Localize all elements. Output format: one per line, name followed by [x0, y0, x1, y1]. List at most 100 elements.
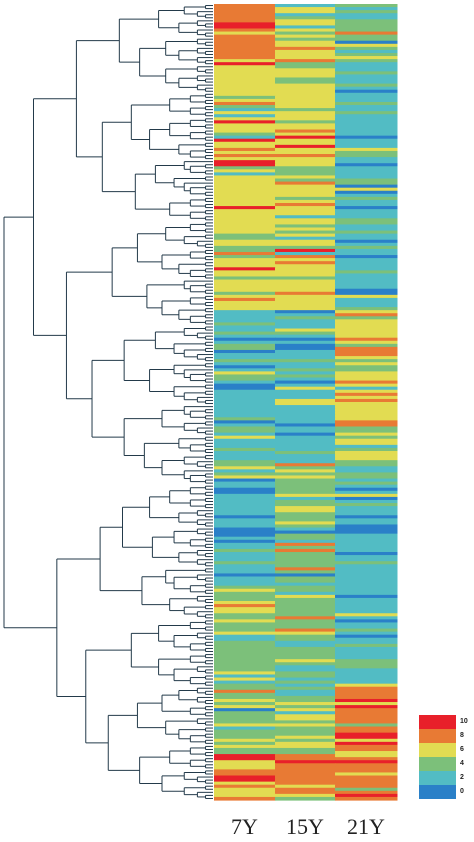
heatmap-cell — [335, 723, 398, 728]
heatmap-cell — [335, 454, 398, 458]
heatmap-cell — [275, 166, 336, 170]
heatmap-cell — [214, 738, 276, 743]
heatmap-cell — [335, 766, 398, 770]
heatmap-cell — [335, 13, 398, 17]
heatmap-cell — [275, 56, 336, 60]
heatmap-cell — [335, 640, 398, 645]
heatmap-cell — [275, 466, 336, 470]
heatmap-cell — [275, 692, 336, 697]
heatmap-cell — [214, 123, 276, 128]
heatmap-cell — [214, 346, 276, 351]
heatmap-cell — [335, 310, 398, 314]
heatmap-cell — [214, 585, 276, 590]
heatmap-cell — [335, 432, 398, 437]
heatmap-cell — [214, 493, 276, 498]
heatmap-cell — [335, 503, 398, 507]
heatmap-cell — [335, 138, 398, 143]
heatmap-cell — [214, 117, 276, 121]
heatmap-cell — [275, 365, 336, 369]
heatmap-cell — [335, 604, 398, 608]
heatmap-cell — [275, 261, 336, 265]
heatmap-cell — [335, 337, 398, 342]
heatmap-cell — [275, 101, 336, 106]
heatmap-cell — [275, 322, 336, 327]
heatmap-cell — [214, 40, 276, 45]
heatmap-cell — [275, 601, 336, 605]
heatmap-cell — [335, 738, 398, 743]
heatmap-cell — [214, 527, 276, 532]
heatmap-cell — [214, 349, 276, 354]
heatmap-cell — [335, 463, 398, 467]
heatmap-cell — [335, 40, 398, 45]
heatmap-cell — [335, 542, 398, 547]
heatmap-cell — [214, 56, 276, 60]
heatmap-cell — [214, 307, 276, 311]
heatmap-cell — [275, 496, 336, 501]
heatmap-cell — [214, 533, 276, 538]
heatmap-cell — [335, 215, 398, 219]
heatmap-cell — [275, 570, 336, 575]
heatmap-cell — [214, 22, 276, 27]
heatmap-cell — [335, 114, 398, 118]
heatmap-cell — [275, 245, 336, 250]
heatmap-cell — [275, 144, 336, 149]
heatmap-cell — [275, 558, 336, 562]
heatmap-cell — [214, 169, 276, 173]
heatmap-cell — [275, 310, 336, 314]
heatmap-cell — [275, 680, 336, 685]
heatmap-cell — [335, 726, 398, 731]
heatmap-cell — [214, 545, 276, 550]
heatmap-cell — [335, 573, 398, 578]
heatmap-cell — [214, 395, 276, 400]
heatmap-cell — [335, 649, 398, 654]
heatmap-cell — [335, 686, 398, 691]
heatmap-cell — [335, 729, 398, 734]
heatmap-cell — [214, 49, 276, 54]
heatmap-cell — [335, 717, 398, 721]
heatmap-cell — [275, 316, 336, 320]
heatmap-cell — [335, 7, 398, 11]
heatmap-cell — [275, 524, 336, 529]
heatmap-cell — [335, 389, 398, 394]
heatmap-cell — [335, 674, 398, 679]
heatmap-cell — [335, 744, 398, 749]
heatmap-cell — [214, 432, 276, 437]
heatmap-cell — [275, 481, 336, 486]
heatmap-cell — [275, 95, 336, 100]
heatmap-cell — [335, 496, 398, 501]
heatmap-cell — [275, 631, 336, 636]
heatmap-cell — [214, 258, 276, 262]
heatmap-cell — [335, 150, 398, 155]
heatmap-cell — [335, 129, 398, 134]
heatmap-cell — [335, 356, 398, 360]
heatmap-cell — [214, 656, 276, 660]
heatmap-cell — [214, 255, 276, 259]
heatmap-cell — [214, 539, 276, 544]
heatmap-cell — [275, 123, 336, 128]
legend-swatch — [419, 785, 456, 799]
heatmap-cell — [335, 775, 398, 780]
heatmap-cell — [214, 757, 276, 761]
legend-swatch — [419, 771, 456, 785]
heatmap-cell — [214, 233, 276, 238]
heatmap-cell — [214, 105, 276, 109]
heatmap-cell — [275, 478, 336, 483]
heatmap-cell — [214, 570, 276, 575]
heatmap-cell — [335, 591, 398, 596]
heatmap-cell — [335, 561, 398, 565]
heatmap-cell — [275, 720, 336, 725]
heatmap-cell — [275, 4, 336, 8]
heatmap-cell — [275, 377, 336, 382]
heatmap-cell — [335, 242, 398, 247]
heatmap-cell — [214, 340, 276, 345]
heatmap-cell — [275, 585, 336, 590]
heatmap-cell — [275, 294, 336, 299]
heatmap-cell — [214, 622, 276, 627]
heatmap-cell — [214, 503, 276, 507]
heatmap-cell — [214, 160, 276, 164]
heatmap-cell — [214, 273, 276, 278]
heatmap-cell — [275, 582, 336, 587]
heatmap-cell — [335, 49, 398, 54]
heatmap-cell — [335, 258, 398, 262]
heatmap-cell — [335, 625, 398, 630]
